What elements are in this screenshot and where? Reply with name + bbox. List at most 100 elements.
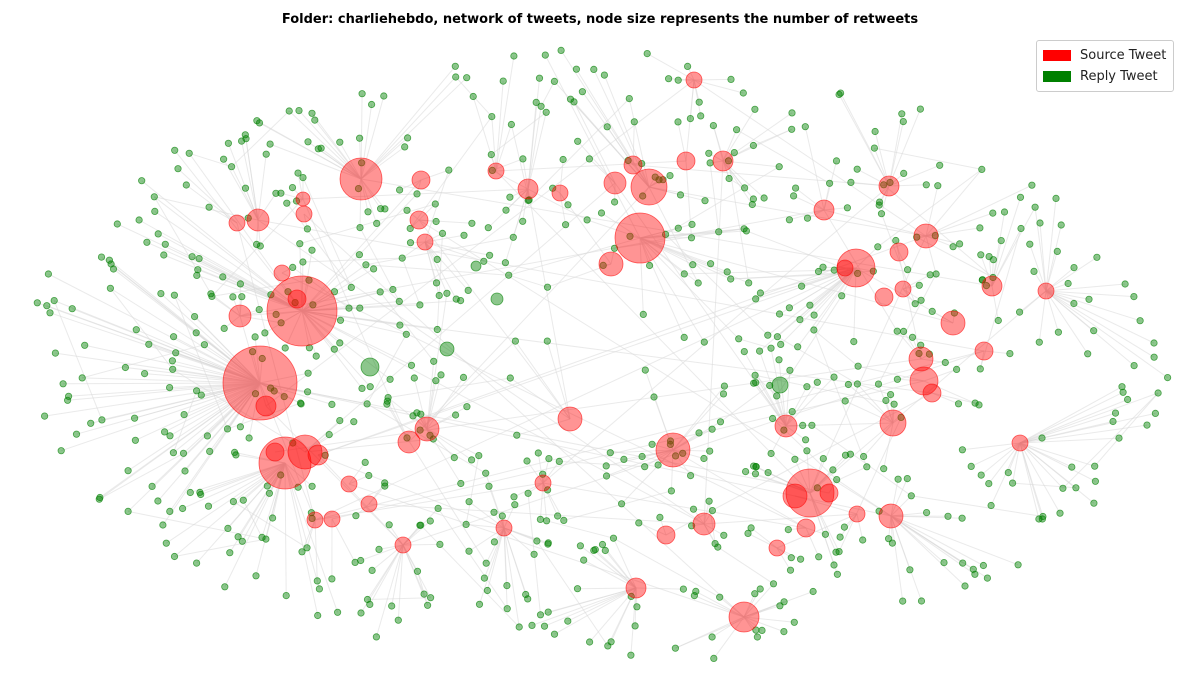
reply-tweet-node bbox=[932, 270, 940, 278]
network-edge bbox=[503, 527, 520, 628]
network-edge bbox=[794, 495, 892, 517]
network-edge bbox=[288, 110, 362, 180]
reply-tweet-node bbox=[917, 597, 926, 605]
source-tweet-node bbox=[796, 518, 816, 538]
reply-tweet-node bbox=[604, 642, 612, 650]
reply-tweet-node bbox=[283, 199, 291, 207]
network-edge bbox=[991, 285, 999, 321]
reply-tweet-node bbox=[328, 400, 336, 408]
reply-tweet-node bbox=[459, 373, 468, 381]
source-tweet-node bbox=[360, 495, 378, 513]
reply-tweet-node bbox=[771, 376, 789, 394]
source-tweet-node bbox=[889, 242, 909, 262]
network-edge bbox=[194, 316, 261, 384]
reply-tweet-node bbox=[687, 234, 696, 242]
reply-tweet-node bbox=[874, 380, 883, 388]
network-edge bbox=[754, 374, 778, 397]
network-edge bbox=[675, 601, 785, 649]
reply-tweet-node bbox=[416, 426, 424, 434]
network-edge bbox=[1045, 290, 1168, 379]
reply-tweet-node bbox=[519, 217, 527, 225]
reply-tweet-node bbox=[228, 163, 236, 171]
reply-tweet-node bbox=[897, 413, 905, 421]
reply-tweet-node bbox=[886, 178, 894, 187]
reply-tweet-node bbox=[507, 120, 515, 129]
reply-tweet-node bbox=[695, 429, 703, 437]
network-edge bbox=[284, 462, 320, 590]
reply-tweet-node bbox=[282, 591, 290, 600]
network-edge bbox=[743, 616, 795, 623]
network-edge bbox=[639, 237, 954, 324]
reply-tweet-node bbox=[509, 233, 517, 241]
network-edge bbox=[317, 454, 505, 529]
network-edge bbox=[665, 392, 933, 536]
reply-tweet-node bbox=[758, 626, 766, 635]
reply-tweet-node bbox=[801, 436, 810, 444]
network-edge bbox=[367, 597, 431, 600]
network-edge bbox=[138, 219, 303, 312]
network-edge bbox=[292, 187, 304, 200]
reply-tweet-node bbox=[1039, 512, 1047, 521]
source-tweet-node bbox=[307, 444, 329, 466]
reply-tweet-node bbox=[813, 484, 821, 492]
network-edge bbox=[711, 616, 745, 638]
network-edge bbox=[890, 515, 984, 566]
network-edge bbox=[359, 178, 362, 228]
reply-tweet-node bbox=[182, 181, 190, 189]
network-edge bbox=[424, 241, 484, 262]
source-tweet-node bbox=[255, 395, 277, 417]
reply-tweet-node bbox=[1008, 479, 1017, 487]
reply-tweet-node bbox=[154, 230, 162, 238]
network-edge bbox=[1045, 198, 1057, 292]
reply-tweet-node bbox=[1118, 383, 1126, 391]
reply-tweet-node bbox=[197, 490, 205, 499]
network-edge bbox=[923, 368, 957, 382]
reply-tweet-node bbox=[417, 521, 425, 529]
network-edge bbox=[888, 164, 940, 187]
source-tweet-node bbox=[409, 210, 429, 230]
reply-tweet-node bbox=[961, 582, 969, 590]
network-edge bbox=[127, 382, 261, 472]
reply-tweet-node bbox=[643, 49, 651, 58]
network-edge bbox=[239, 315, 282, 324]
reply-tweet-node bbox=[433, 325, 441, 334]
network-edge bbox=[613, 537, 720, 598]
network-edge bbox=[840, 92, 890, 187]
reply-tweet-node bbox=[1068, 463, 1076, 471]
network-edge bbox=[510, 124, 530, 201]
reply-tweet-node bbox=[544, 608, 552, 616]
source-tweet-node bbox=[394, 536, 412, 554]
reply-tweet-node bbox=[773, 333, 782, 341]
reply-tweet-node bbox=[775, 356, 783, 364]
reply-tweet-node bbox=[169, 365, 177, 373]
reply-tweet-node bbox=[406, 239, 415, 247]
reply-tweet-node bbox=[488, 113, 496, 121]
reply-tweet-node bbox=[674, 118, 682, 126]
reply-tweet-node bbox=[511, 501, 519, 509]
source-tweet-node bbox=[836, 259, 854, 277]
network-edge bbox=[823, 207, 848, 211]
network-edge bbox=[1045, 224, 1062, 292]
reply-tweet-node bbox=[355, 251, 363, 259]
reply-tweet-node bbox=[578, 88, 587, 96]
network-edge bbox=[426, 428, 455, 458]
reply-tweet-node bbox=[625, 95, 633, 103]
reply-tweet-node bbox=[193, 387, 201, 395]
network-edge bbox=[174, 538, 266, 557]
reply-tweet-node bbox=[157, 289, 165, 298]
network-edge bbox=[672, 449, 807, 529]
network-edge bbox=[1019, 412, 1116, 444]
reply-tweet-node bbox=[788, 109, 796, 117]
reply-tweet-node bbox=[767, 449, 775, 458]
reply-tweet-node bbox=[768, 414, 777, 423]
reply-tweet-node bbox=[576, 542, 585, 550]
reply-tweet-node bbox=[606, 449, 614, 457]
reply-tweet-node bbox=[437, 371, 445, 379]
reply-tweet-node bbox=[510, 52, 518, 60]
network-edge bbox=[709, 162, 720, 232]
network-edge bbox=[371, 544, 404, 571]
reply-tweet-node bbox=[549, 184, 557, 192]
reply-tweet-node bbox=[291, 298, 299, 307]
network-edge bbox=[281, 266, 293, 274]
network-edge bbox=[531, 587, 637, 626]
